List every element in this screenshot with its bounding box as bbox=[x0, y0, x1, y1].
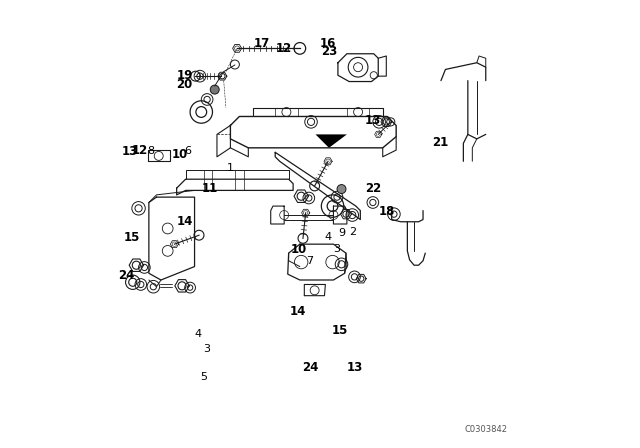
Text: 10: 10 bbox=[172, 148, 188, 161]
Text: 13: 13 bbox=[347, 361, 363, 374]
Text: 15: 15 bbox=[124, 231, 140, 244]
Text: 15: 15 bbox=[332, 324, 348, 337]
Text: 14: 14 bbox=[289, 305, 306, 318]
Text: 14: 14 bbox=[177, 215, 193, 228]
Circle shape bbox=[210, 85, 219, 94]
Text: 4: 4 bbox=[324, 232, 332, 241]
Text: 21: 21 bbox=[432, 136, 448, 149]
Text: 12: 12 bbox=[132, 143, 148, 157]
Text: 19: 19 bbox=[177, 69, 193, 82]
Text: 13: 13 bbox=[122, 145, 138, 158]
Text: 22: 22 bbox=[365, 181, 381, 195]
Text: 3: 3 bbox=[204, 344, 211, 353]
Text: 12: 12 bbox=[276, 42, 292, 55]
Text: 20: 20 bbox=[177, 78, 193, 91]
Text: 8: 8 bbox=[148, 146, 155, 156]
Text: 23: 23 bbox=[321, 45, 337, 58]
Text: 2: 2 bbox=[349, 227, 356, 237]
Text: 3: 3 bbox=[333, 244, 340, 254]
Circle shape bbox=[337, 185, 346, 194]
Text: 9: 9 bbox=[338, 228, 345, 238]
Polygon shape bbox=[316, 134, 347, 148]
Text: 4: 4 bbox=[195, 329, 202, 339]
Text: 11: 11 bbox=[201, 181, 218, 195]
Text: 6: 6 bbox=[184, 146, 191, 156]
Text: 24: 24 bbox=[118, 269, 134, 282]
Text: 7: 7 bbox=[307, 256, 314, 266]
Text: 17: 17 bbox=[253, 37, 270, 51]
Text: 5: 5 bbox=[200, 372, 207, 382]
Text: 16: 16 bbox=[320, 37, 336, 51]
Text: 10: 10 bbox=[291, 243, 307, 257]
Text: 13: 13 bbox=[365, 114, 381, 128]
Text: 24: 24 bbox=[302, 361, 318, 374]
Text: C0303842: C0303842 bbox=[464, 425, 508, 434]
Text: 18: 18 bbox=[379, 205, 396, 218]
Text: 1: 1 bbox=[227, 163, 234, 173]
